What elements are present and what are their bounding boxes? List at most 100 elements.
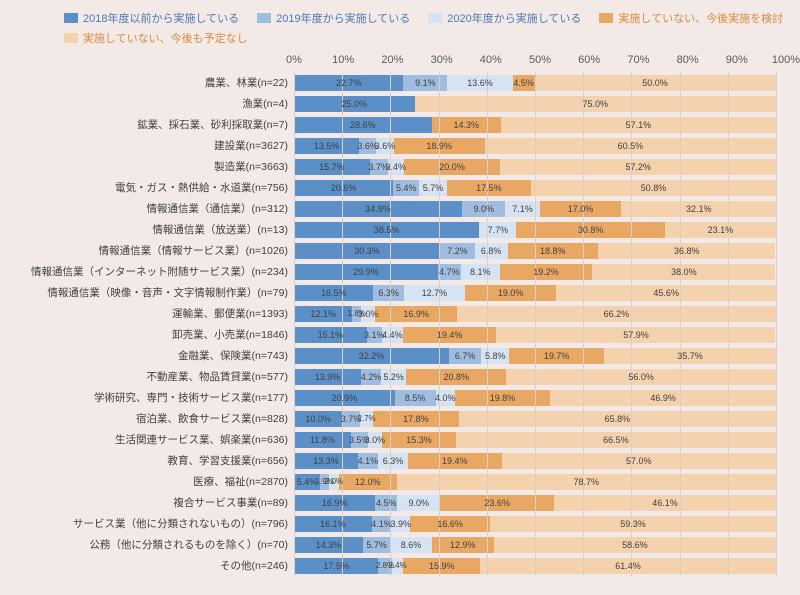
segment-value: 8.5% [405,393,426,403]
segment-value: 3.4% [385,162,406,172]
segment-value: 57.9% [623,330,649,340]
bar-segment: 22.7% [294,75,403,91]
row-label: サービス業（他に分類されないもの）(n=796) [14,516,294,531]
bar-segment: 14.3% [432,117,501,133]
segment-value: 20.6% [331,183,357,193]
bar-segment: 2.4% [392,558,404,574]
bar-segment: 57.9% [496,327,775,343]
axis-tick: 40% [480,54,502,66]
bar-segment: 3.1% [367,327,382,343]
segment-value: 5.2% [383,372,404,382]
segment-value: 14.3% [454,120,480,130]
bar-segment: 6.7% [449,348,481,364]
bar-segment: 17.5% [447,180,531,196]
legend-swatch [428,13,442,23]
bar-segment: 35.7% [604,348,776,364]
segment-value: 23.1% [708,225,734,235]
bar-segment: 3.0% [368,432,382,448]
bar-segment: 5.8% [481,348,509,364]
axis-tick: 70% [627,54,649,66]
segment-value: 3.0% [365,435,386,445]
segment-value: 7.2% [447,246,468,256]
gridline [583,72,584,576]
segment-value: 17.0% [568,204,594,214]
bar-segment: 17.0% [540,201,622,217]
segment-value: 2.4% [389,561,407,570]
axis-tick: 0% [286,54,302,66]
segment-value: 4.4% [382,330,403,340]
segment-value: 66.5% [603,435,629,445]
bar-segment: 20.0% [404,159,500,175]
bar-segment: 5.7% [419,180,446,196]
segment-value: 19.8% [490,393,516,403]
bar-segment: 19.2% [500,264,593,280]
segment-value: 16.9% [322,498,348,508]
bar-segment: 6.3% [373,285,403,301]
segment-value: 17.5% [476,183,502,193]
axis-tick: 80% [677,54,699,66]
segment-value: 9.0% [473,204,494,214]
segment-value: 16.1% [320,519,346,529]
bar-segment: 45.6% [556,285,776,301]
segment-value: 19.0% [498,288,524,298]
bar-segment: 56.0% [506,369,776,385]
segment-value: 60.5% [618,141,644,151]
segment-value: 2.0% [325,477,343,486]
bar-segment: 36.8% [598,243,775,259]
segment-value: 22.7% [336,78,362,88]
bar-segment: 3.6% [359,138,376,154]
bar-segment: 14.3% [294,537,363,553]
segment-value: 13.9% [315,372,341,382]
segment-value: 13.5% [314,141,340,151]
segment-value: 23.6% [484,498,510,508]
bar-segment: 8.5% [395,390,436,406]
bar-segment: 12.7% [404,285,465,301]
bar-segment: 12.0% [339,474,397,490]
segment-value: 7.1% [512,204,533,214]
segment-value: 11.8% [310,435,335,445]
segment-value: 4.1% [358,456,379,466]
bar-segment: 5.4% [393,180,419,196]
bar-segment: 15.9% [403,558,480,574]
segment-value: 61.4% [615,561,641,571]
bar-segment: 4.1% [358,453,378,469]
axis-tick: 90% [726,54,748,66]
bar-segment: 38.5% [294,222,479,238]
segment-value: 18.8% [540,246,566,256]
row-label: 不動産業、物品賃貸業(n=577) [14,369,294,384]
legend-label: 2019年度から実施している [276,10,410,26]
segment-value: 25.0% [341,99,367,109]
segment-value: 4.7% [439,267,460,277]
bar-segment: 15.3% [382,432,456,448]
segment-value: 50.0% [642,78,668,88]
axis-tick: 20% [381,54,403,66]
bar-segment: 17.8% [373,411,459,427]
row-label: 漁業(n=4) [14,96,294,111]
row-label: 製造業(n=3663) [14,159,294,174]
plot-area: 農業、林業(n=22)22.7%9.1%13.6%4.5%50.0%漁業(n=4… [294,72,776,576]
bar-segment: 50.0% [535,75,776,91]
legend-item: 実施していない、今後実施を検討 [599,10,783,26]
bar-segment: 4.5% [375,495,397,511]
bar-segment: 5.7% [363,537,390,553]
bar-segment: 12.1% [294,306,352,322]
segment-value: 12.7% [422,288,448,298]
row-label: 宿泊業、飲食サービス業(n=828) [14,411,294,426]
legend-item: 2020年度から実施している [428,10,581,26]
row-label: 情報通信業（映像・音声・文字情報制作業）(n=79) [14,285,294,300]
segment-value: 17.8% [403,414,429,424]
segment-value: 6.7% [455,351,476,361]
segment-value: 3.6% [375,141,396,151]
bar-segment: 13.9% [294,369,361,385]
segment-value: 8.1% [470,267,491,277]
segment-value: 19.2% [533,267,559,277]
segment-value: 36.8% [674,246,700,256]
segment-value: 3.0% [358,309,379,319]
segment-value: 34.9% [365,204,391,214]
segment-value: 15.9% [429,561,455,571]
bar-segment: 38.0% [592,264,775,280]
bar-segment: 3.0% [361,306,375,322]
bar-segment: 4.7% [438,264,461,280]
segment-value: 3.9% [390,519,411,529]
bar-segment: 3.9% [391,516,410,532]
